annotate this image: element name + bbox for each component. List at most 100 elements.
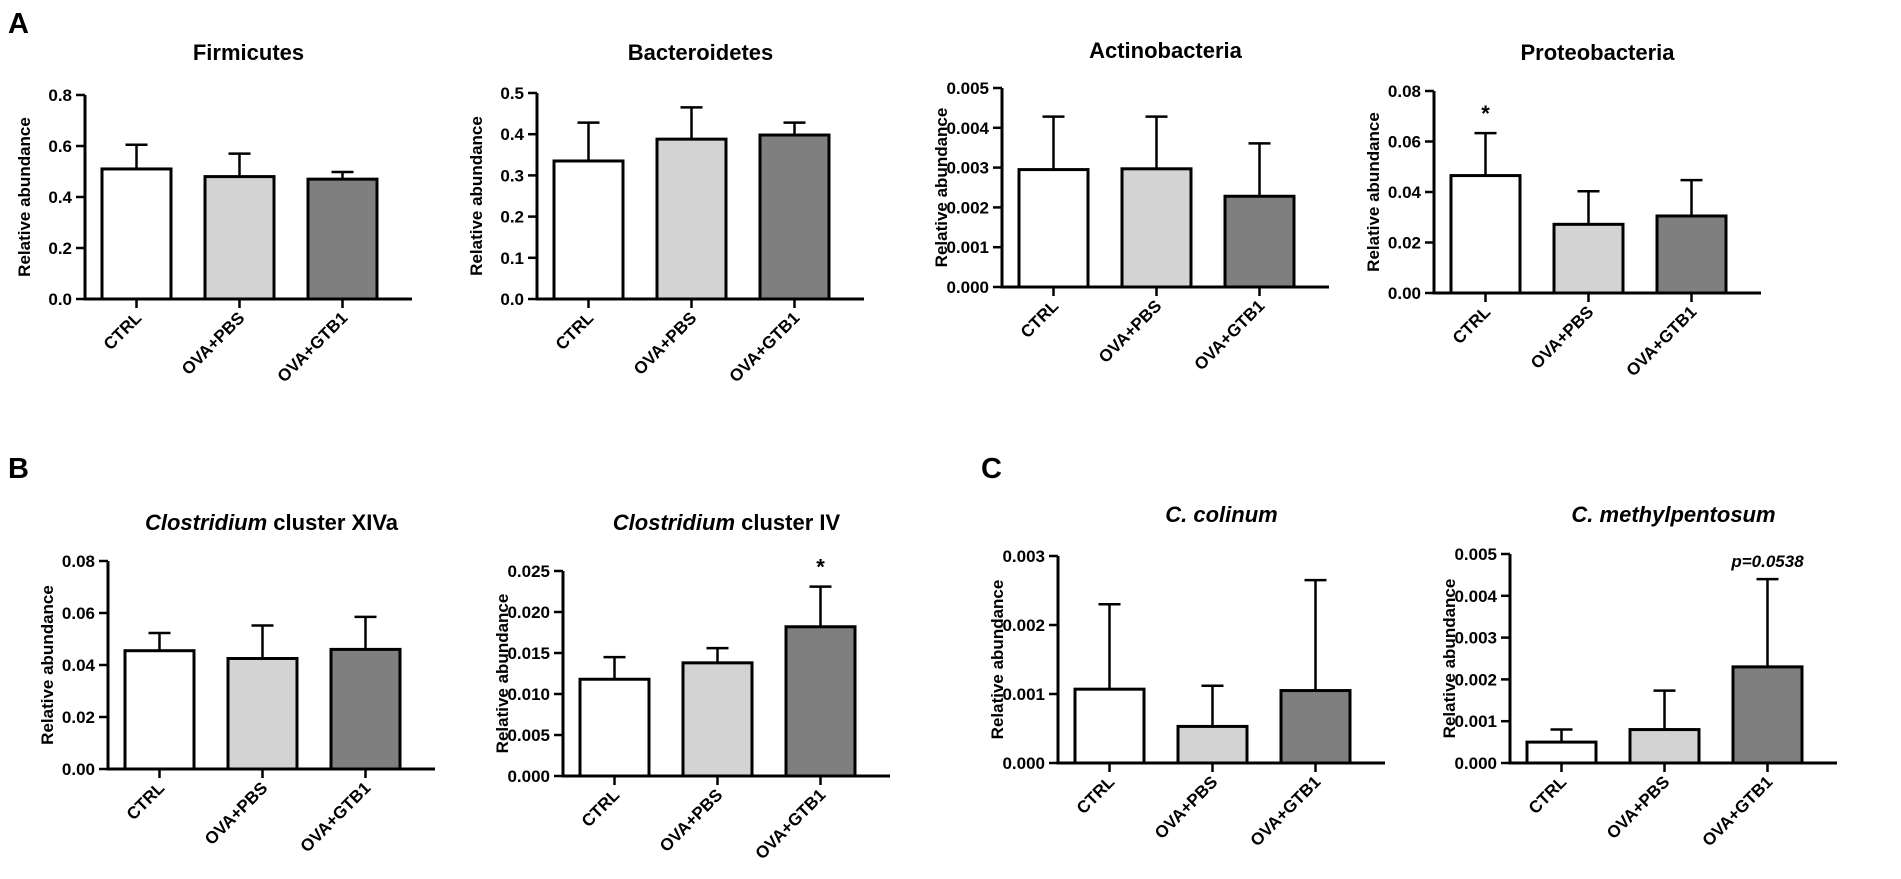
bar-2 [1655,214,1728,295]
chart-title: Clostridium cluster XIVa [145,510,399,535]
chart-title-italic: C. colinum [1165,502,1277,527]
x-tick-label-0: CTRL [1073,772,1118,817]
bar-2 [306,177,379,301]
x-tick-label-2: OVA+GTB1 [274,308,352,386]
bar-2 [329,647,402,771]
bar-2 [1223,194,1296,289]
y-tick-label: 0.005 [507,726,550,745]
x-tick-label-0: CTRL [1525,772,1570,817]
y-tick-label: 0.005 [1454,545,1497,564]
y-tick-label: 0.5 [500,84,524,103]
chart-title-rest: cluster IV [735,510,840,535]
y-axis-label: Relative abundance [932,108,951,268]
y-tick-label: 0.08 [62,552,95,571]
y-tick-label: 0.002 [1002,616,1045,635]
y-tick-label: 0.02 [1388,234,1421,253]
chart-title: Proteobacteria [1520,40,1675,65]
chart-title-rest: cluster XIVa [267,510,399,535]
significance-annotation: p=0.0538 [1730,552,1804,571]
y-tick-label: 0.04 [62,656,96,675]
chart-2: Actinobacteria Relative abundance 0.000 0.0… [932,38,1329,374]
chart-title: Bacteroidetes [628,40,774,65]
y-axis-label: Relative abundance [15,117,34,277]
chart-title: Clostridium cluster IV [613,510,841,535]
significance-annotation: * [816,555,825,580]
x-tick-label-1: OVA+PBS [630,308,700,378]
chart-title-rest: Actinobacteria [1089,38,1243,63]
bar-1 [1552,222,1625,295]
y-tick-label: 0.02 [62,708,95,727]
y-tick-label: 0.8 [48,86,72,105]
x-tick-label-0: CTRL [1017,296,1062,341]
y-tick-label: 0.001 [946,238,989,257]
y-tick-label: 0.003 [1002,547,1045,566]
chart-title-rest: Proteobacteria [1520,40,1675,65]
chart-title-rest: Firmicutes [193,40,304,65]
chart-title: C. methylpentosum [1571,502,1775,527]
bar-0 [100,167,173,301]
bar-0 [1525,740,1598,765]
y-tick-label: 0.1 [500,249,524,268]
x-tick-label-2: OVA+GTB1 [297,778,375,856]
y-tick-label: 0.4 [48,188,72,207]
x-tick-label-0: CTRL [123,778,168,823]
x-tick-label-2: OVA+GTB1 [1247,772,1325,850]
y-tick-label: 0.0 [500,290,524,309]
y-axis-label: Relative abundance [1364,112,1383,272]
y-axis-label: Relative abundance [988,580,1007,740]
chart-title: Actinobacteria [1089,38,1243,63]
y-tick-label: 0.025 [507,562,550,581]
chart-3: Proteobacteria Relative abundance 0.00 0.02… [1364,40,1761,380]
bar-1 [1628,728,1701,765]
bar-1 [1120,167,1193,289]
y-tick-label: 0.003 [946,159,989,178]
y-tick-label: 0.020 [507,603,550,622]
y-tick-label: 0.004 [946,119,989,138]
chart-0: Firmicutes Relative abundance 0.0 0.2 0.4 0.6… [15,40,412,386]
y-axis-label: Relative abundance [38,585,57,745]
chart-1: Bacteroidetes Relative abundance 0.0 0.1 0.2… [467,40,864,386]
y-axis-label: Relative abundance [467,116,486,276]
bar-0 [1017,168,1090,289]
y-tick-label: 0.015 [507,644,550,663]
bar-0 [123,649,196,771]
bar-0 [552,159,625,301]
y-tick-label: 0.00 [1388,284,1421,303]
chart-title-italic: Clostridium [613,510,735,535]
bar-1 [226,657,299,771]
x-tick-label-2: OVA+GTB1 [1623,302,1701,380]
x-tick-label-1: OVA+PBS [1095,296,1165,366]
panel-label-a: A [8,8,29,40]
y-tick-label: 0.06 [62,604,95,623]
x-tick-label-0: CTRL [1449,302,1494,347]
x-tick-label-1: OVA+PBS [201,778,271,848]
y-tick-label: 0.002 [1454,670,1497,689]
y-axis-label: Relative abundance [1440,579,1459,739]
chart-title: C. colinum [1165,502,1277,527]
bar-0 [1073,687,1146,765]
y-tick-label: 0.004 [1454,587,1497,606]
y-tick-label: 0.002 [946,198,989,217]
y-tick-label: 0.001 [1454,712,1497,731]
y-tick-label: 0.003 [1454,629,1497,648]
y-tick-label: 0.6 [48,137,72,156]
y-tick-label: 0.000 [946,278,989,297]
y-tick-label: 0.08 [1388,82,1421,101]
x-tick-label-2: OVA+GTB1 [1699,772,1777,850]
x-tick-label-0: CTRL [552,308,597,353]
y-tick-label: 0.3 [500,166,524,185]
y-tick-label: 0.010 [507,685,550,704]
chart-4: Clostridium cluster XIVa Relative abundan… [38,510,435,856]
panel-label-c: C [981,453,1002,485]
x-tick-label-2: OVA+GTB1 [752,785,830,863]
x-tick-label-1: OVA+PBS [656,785,726,855]
chart-title-rest: Bacteroidetes [628,40,774,65]
y-tick-label: 0.00 [62,760,95,779]
x-tick-label-1: OVA+PBS [178,308,248,378]
y-axis-label: Relative abundance [493,594,512,754]
chart-6: C. colinum Relative abundance 0.000 0.001 0.… [988,502,1385,850]
chart-5: Clostridium cluster IV Relative abundance… [493,510,890,863]
y-tick-label: 0.2 [48,239,72,258]
bar-2 [758,133,831,301]
